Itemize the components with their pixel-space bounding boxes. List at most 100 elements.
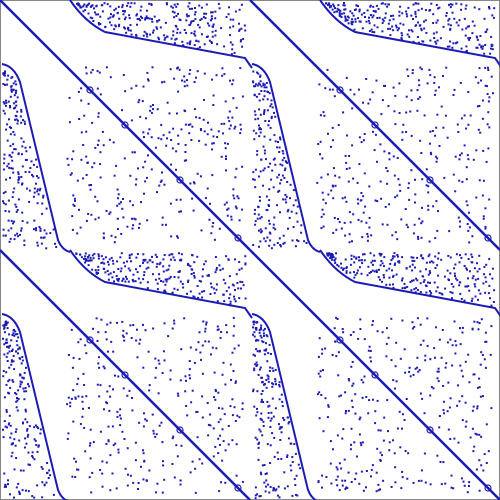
dot xyxy=(439,37,442,40)
dot xyxy=(286,454,289,457)
dot xyxy=(14,444,17,447)
dot xyxy=(319,140,322,143)
dot xyxy=(215,74,218,77)
dot xyxy=(360,141,363,144)
dot xyxy=(272,158,275,161)
dot xyxy=(482,282,485,285)
dot xyxy=(429,130,432,133)
dot xyxy=(208,218,211,221)
dot xyxy=(256,150,259,153)
dot xyxy=(108,258,111,261)
dot xyxy=(268,219,270,222)
dot xyxy=(377,429,380,432)
dot xyxy=(361,262,364,265)
dot xyxy=(144,180,147,183)
dot xyxy=(332,231,335,234)
dot xyxy=(17,336,20,339)
dot xyxy=(276,146,279,149)
dot xyxy=(258,175,260,178)
dot xyxy=(157,137,160,140)
dot xyxy=(445,362,448,365)
dot xyxy=(326,416,329,419)
dot xyxy=(16,232,19,235)
dot xyxy=(344,154,347,157)
dot xyxy=(379,459,382,462)
dot xyxy=(116,217,119,220)
dot xyxy=(464,253,467,256)
dot xyxy=(92,441,95,444)
dot xyxy=(178,252,180,255)
dot xyxy=(256,95,258,98)
dot xyxy=(193,276,196,279)
dot xyxy=(265,86,268,89)
dot xyxy=(328,2,330,5)
dot xyxy=(77,90,80,93)
dot xyxy=(200,280,202,283)
dot xyxy=(78,118,81,120)
dot xyxy=(259,495,262,497)
dot xyxy=(129,269,132,272)
dot xyxy=(363,12,366,14)
dot xyxy=(211,30,214,33)
dot xyxy=(430,291,433,294)
dot xyxy=(394,365,397,368)
dot xyxy=(340,467,343,470)
dot xyxy=(348,379,351,382)
dot xyxy=(390,317,393,320)
dot xyxy=(75,252,78,255)
dot xyxy=(107,273,110,276)
dot xyxy=(258,127,261,129)
dot xyxy=(109,211,112,214)
dot xyxy=(194,11,197,14)
dot xyxy=(283,471,286,474)
dot xyxy=(404,371,407,374)
diagonal-knot xyxy=(336,336,344,344)
dot xyxy=(227,258,230,261)
dot xyxy=(435,42,438,45)
dot xyxy=(112,350,115,353)
dot xyxy=(142,449,144,452)
dot xyxy=(199,175,202,178)
dot xyxy=(129,5,132,8)
dot xyxy=(148,17,151,20)
dot xyxy=(8,378,11,381)
dot xyxy=(376,399,379,402)
dot xyxy=(424,9,427,12)
dot xyxy=(398,261,401,264)
dot xyxy=(486,28,489,31)
dot xyxy=(356,269,359,272)
dot xyxy=(142,253,145,256)
dot xyxy=(11,167,14,170)
dot xyxy=(15,428,18,431)
dot xyxy=(28,425,31,428)
dot xyxy=(437,367,440,370)
dot xyxy=(238,28,241,31)
dot xyxy=(229,26,232,29)
dot xyxy=(436,286,439,289)
dot xyxy=(318,391,321,394)
dot xyxy=(24,489,27,492)
dot xyxy=(263,237,266,240)
dot xyxy=(480,435,483,438)
dot xyxy=(82,407,84,410)
dot xyxy=(351,107,354,110)
dot xyxy=(278,151,281,153)
dot xyxy=(15,457,18,459)
dot xyxy=(345,76,348,79)
dot xyxy=(31,451,34,454)
dot xyxy=(177,271,180,273)
dot xyxy=(352,331,355,334)
dot xyxy=(475,196,478,199)
dot xyxy=(472,158,475,161)
dot xyxy=(121,320,124,323)
dot xyxy=(443,275,446,278)
dot xyxy=(213,292,216,295)
dot xyxy=(191,197,194,200)
dot xyxy=(447,381,450,384)
dot xyxy=(492,301,495,303)
dot xyxy=(106,323,109,326)
dot xyxy=(122,74,125,76)
dot xyxy=(427,273,430,276)
dot xyxy=(26,187,28,190)
